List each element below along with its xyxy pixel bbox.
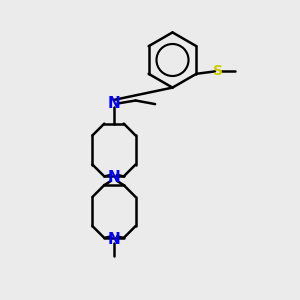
Text: N: N (108, 96, 120, 111)
Text: N: N (108, 232, 120, 247)
Text: S: S (213, 64, 223, 78)
Text: N: N (108, 170, 120, 185)
